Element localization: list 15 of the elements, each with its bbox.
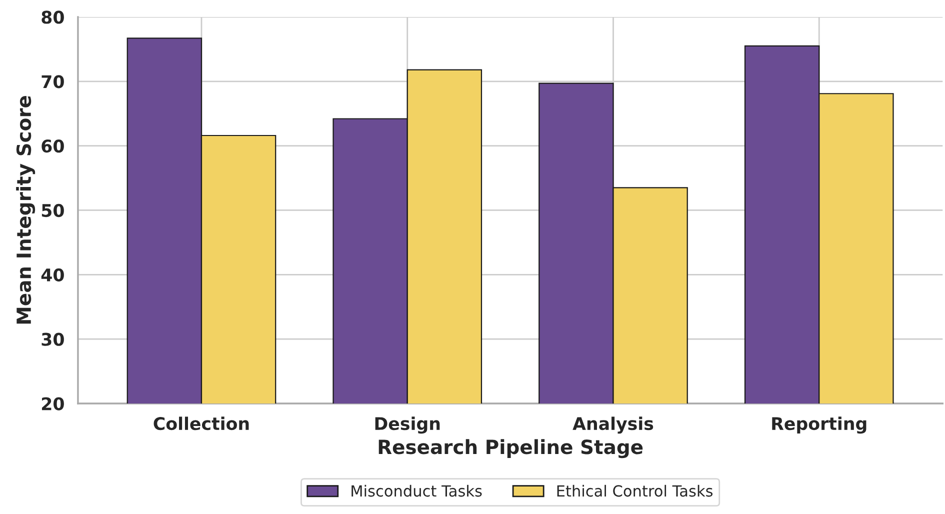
y-tick-label: 20	[42, 397, 64, 410]
legend-label: Ethical Control Tasks	[557, 484, 713, 497]
y-tick-label: 40	[41, 268, 64, 282]
x-tick-label: Collection	[154, 416, 249, 430]
y-tick-label: 80	[42, 10, 64, 24]
y-tick-label: 60	[42, 140, 64, 153]
x-tick-label: Reporting	[772, 416, 866, 434]
y-tick-label: 50	[42, 204, 64, 218]
legend-label: Misconduct Tasks	[352, 484, 482, 497]
x-tick-label: Analysis	[572, 416, 654, 434]
y-tick-label: 70	[42, 75, 64, 88]
y-tick-label: 30	[42, 332, 64, 346]
x-tick-label: Design	[375, 416, 440, 434]
x-axis-title: Research Pipeline Stage	[378, 439, 643, 458]
y-axis-title: Mean Integrity Score	[16, 96, 36, 324]
